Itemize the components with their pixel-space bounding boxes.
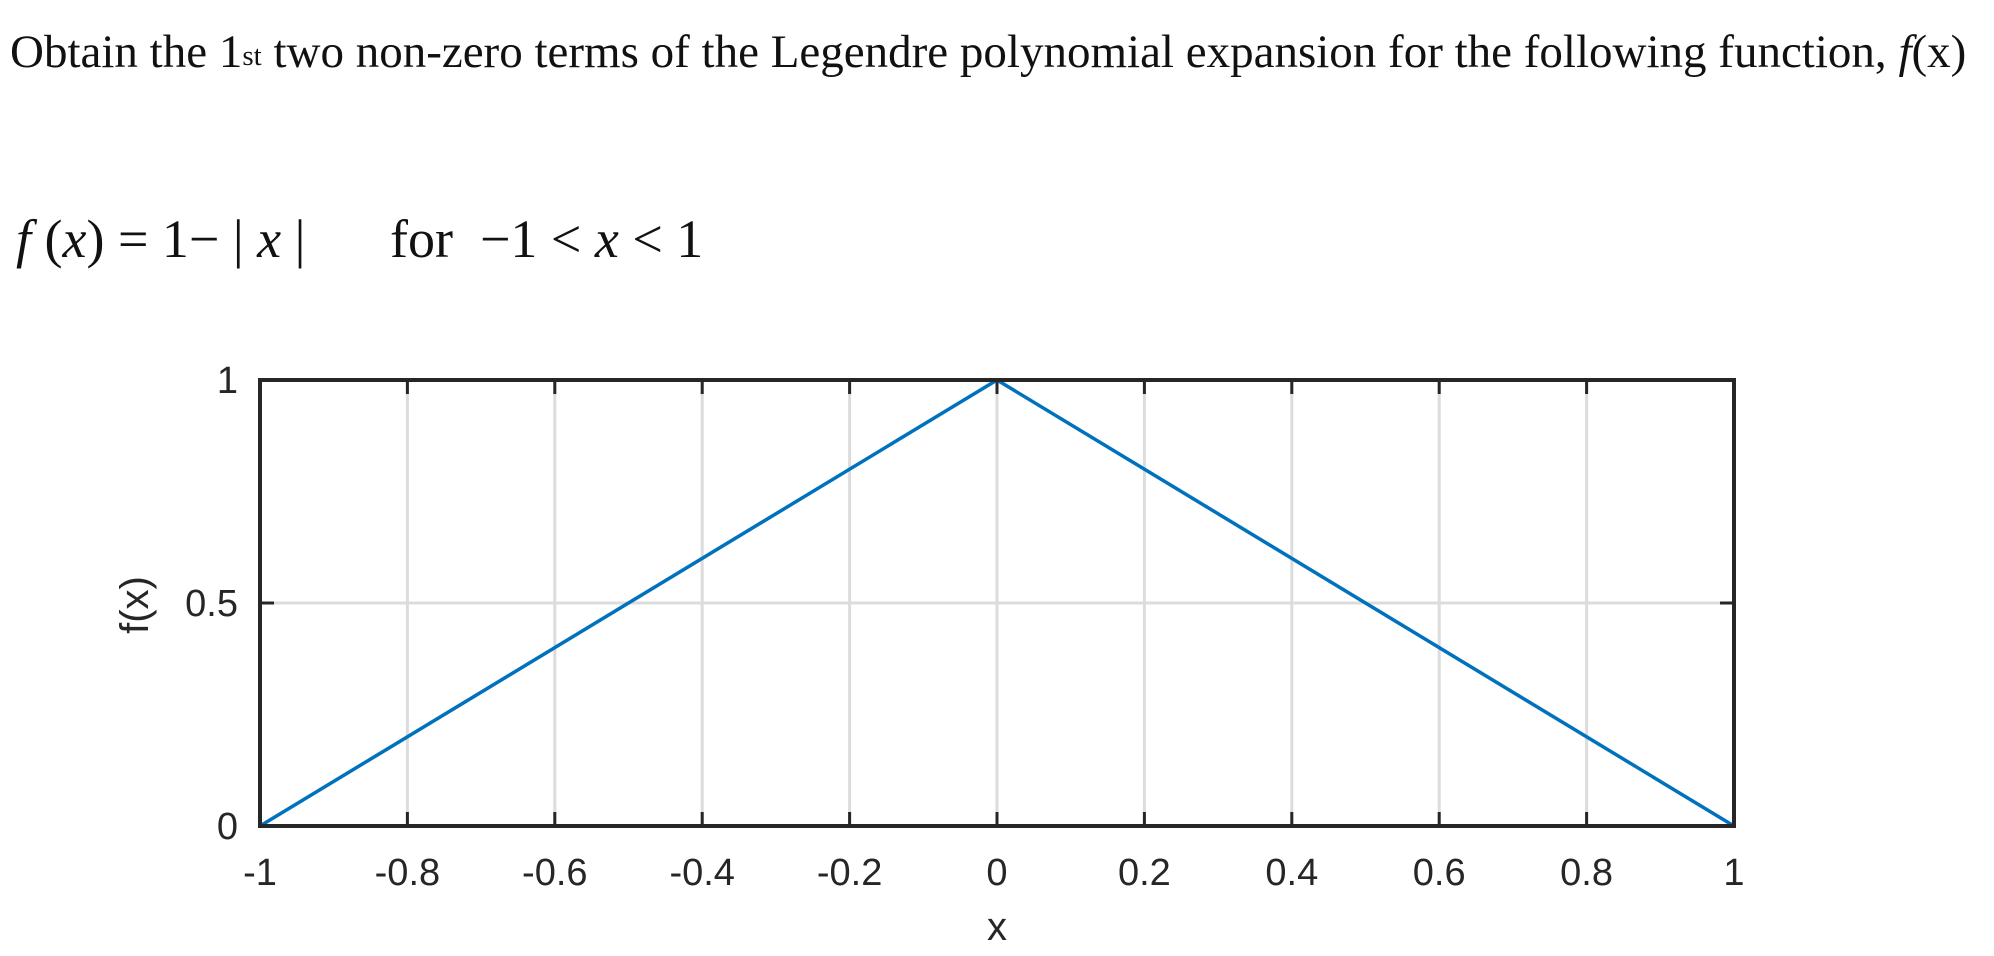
x-tick-label: -0.6	[522, 852, 587, 894]
domain-condition: for −1 < x < 1	[390, 208, 703, 270]
x-tick-label: 0.2	[1118, 852, 1171, 894]
problem-statement: Obtain the 1st two non-zero terms of the…	[10, 22, 1970, 89]
plot-tick-labels: -1 -0.8 -0.6 -0.4 -0.2 0 0.2 0.4 0.6 0.8 1 0 0.5 1	[185, 360, 1744, 894]
problem-text-part1: Obtain the 1	[10, 26, 243, 78]
x-tick-label: -1	[243, 852, 277, 894]
formula-abs-close: |	[281, 209, 306, 269]
plot-grid	[258, 378, 1736, 828]
x-tick-label: 1	[1723, 852, 1744, 894]
y-tick-label: 1	[217, 360, 238, 402]
y-axis-label: f(x)	[113, 576, 157, 634]
formula-x: x	[62, 209, 87, 269]
function-definition: f (x) = 1− | x |	[16, 208, 305, 270]
condition-for: for −1 <	[390, 209, 595, 269]
formula-abs-x: x	[257, 209, 282, 269]
function-arg: (x)	[1911, 26, 1967, 78]
problem-text-part2: two non-zero terms of the Legendre polyn…	[261, 26, 1899, 78]
plot-frame	[258, 378, 1736, 828]
x-tick-label: -0.4	[669, 852, 734, 894]
y-tick-label: 0.5	[185, 583, 238, 625]
x-axis-label: x	[987, 905, 1007, 949]
x-tick-label: 0.4	[1265, 852, 1318, 894]
x-tick-label: 0.8	[1560, 852, 1613, 894]
function-name: f	[1898, 26, 1912, 78]
condition-tail: < 1	[618, 209, 704, 269]
x-tick-label: -0.2	[817, 852, 882, 894]
formula-open: (	[31, 209, 63, 269]
x-tick-label: 0	[986, 852, 1007, 894]
ordinal-suffix: st	[242, 40, 262, 72]
x-tick-label: -0.8	[375, 852, 440, 894]
formula-rhs: ) = 1− |	[86, 209, 258, 269]
formula-f: f	[16, 209, 32, 269]
condition-x: x	[594, 209, 619, 269]
x-tick-label: 0.6	[1413, 852, 1466, 894]
y-tick-label: 0	[217, 806, 238, 848]
